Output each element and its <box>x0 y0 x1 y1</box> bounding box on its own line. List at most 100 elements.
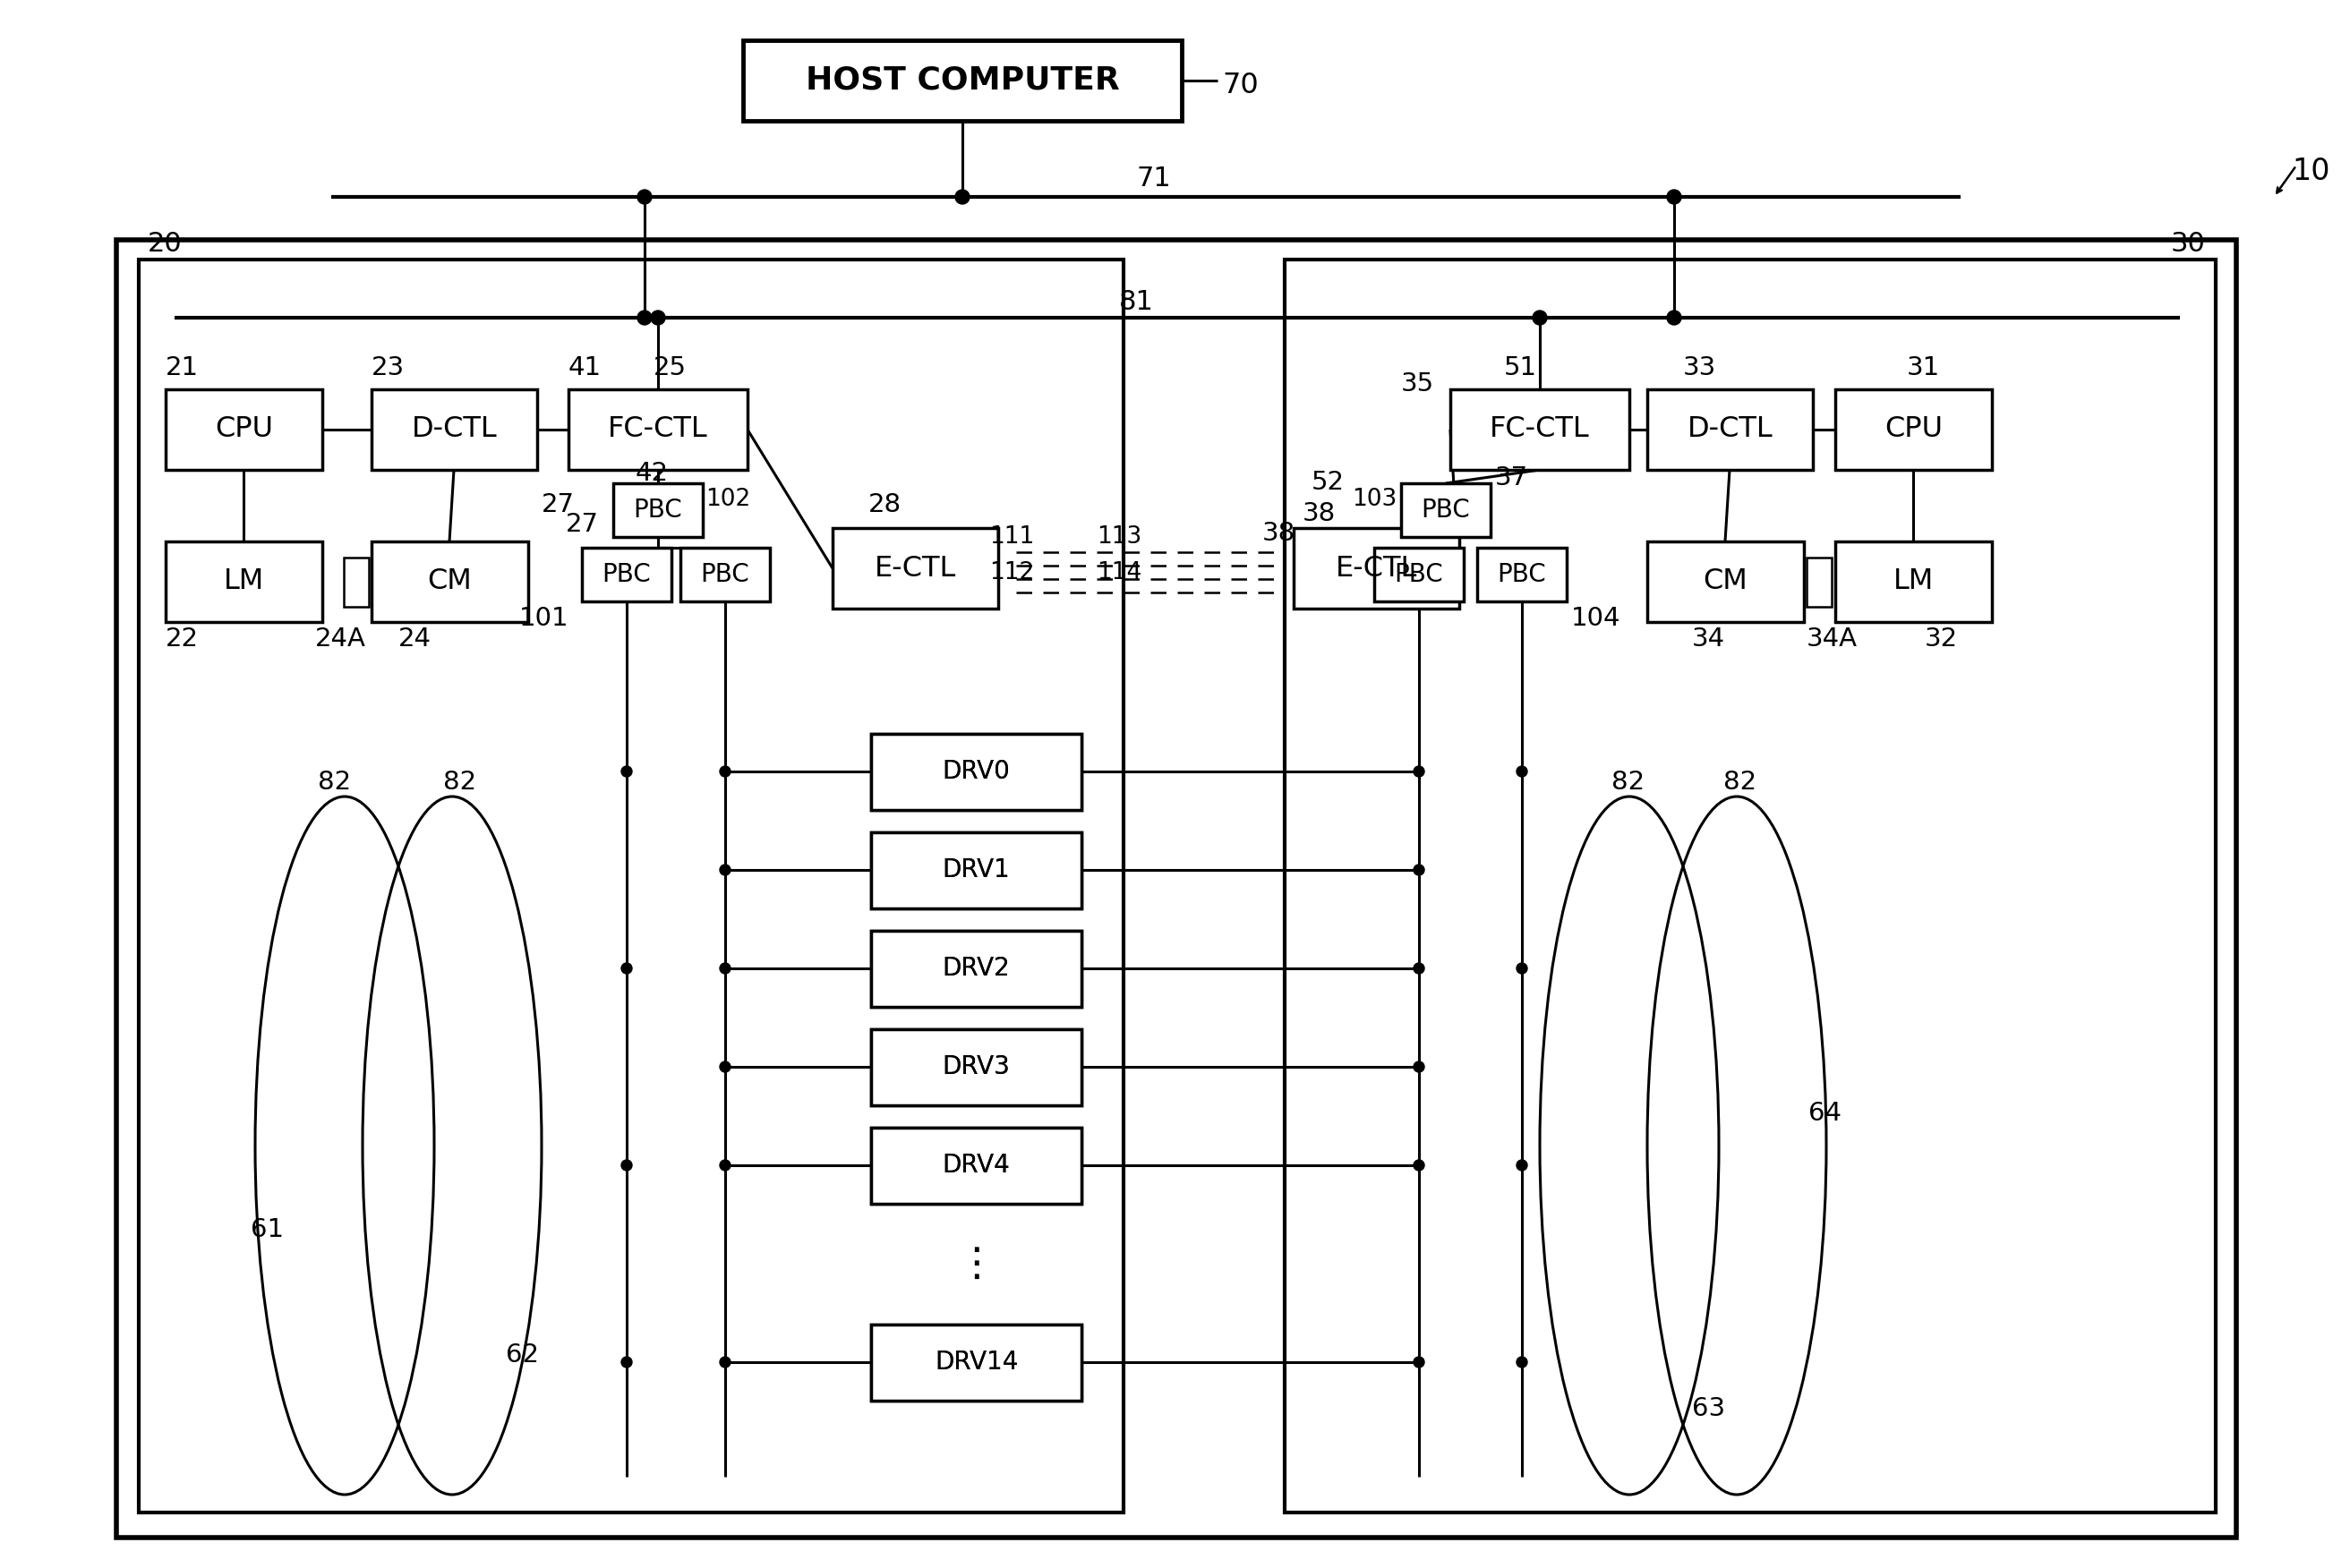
Circle shape <box>1516 963 1528 974</box>
Text: 114: 114 <box>1097 561 1142 585</box>
Bar <box>872 1325 1081 1400</box>
Text: 81: 81 <box>1119 289 1154 315</box>
Text: PBC: PBC <box>1394 561 1443 586</box>
Text: 52: 52 <box>1311 470 1344 495</box>
Text: CPU: CPU <box>214 416 273 444</box>
Text: 33: 33 <box>1683 356 1716 381</box>
Text: DRV3: DRV3 <box>942 1055 1010 1080</box>
Circle shape <box>637 310 651 325</box>
Circle shape <box>719 963 731 974</box>
Circle shape <box>1516 1356 1528 1367</box>
Bar <box>1450 389 1629 470</box>
Text: 30: 30 <box>2171 230 2207 257</box>
Circle shape <box>1415 1356 1424 1367</box>
Bar <box>1647 389 1812 470</box>
Text: DRV0: DRV0 <box>942 759 1010 784</box>
Text: DRV2: DRV2 <box>942 956 1010 982</box>
Text: PBC: PBC <box>1497 561 1546 586</box>
Text: 61: 61 <box>251 1217 284 1242</box>
Bar <box>1835 389 1993 470</box>
Circle shape <box>1415 1160 1424 1171</box>
Bar <box>872 1325 1081 1400</box>
Text: FC-CTL: FC-CTL <box>609 416 707 444</box>
Text: PBC: PBC <box>602 561 651 586</box>
Text: PBC: PBC <box>700 561 750 586</box>
Text: 10: 10 <box>2291 157 2329 187</box>
Circle shape <box>719 864 731 875</box>
Bar <box>583 547 672 602</box>
Text: 102: 102 <box>705 488 750 511</box>
Text: 20: 20 <box>148 230 183 257</box>
Text: 24A: 24A <box>315 627 367 652</box>
Bar <box>872 1029 1081 1105</box>
Bar <box>1478 547 1567 602</box>
Text: 31: 31 <box>1906 356 1941 381</box>
Bar <box>613 483 703 536</box>
Text: LM: LM <box>223 568 263 596</box>
Text: CM: CM <box>1704 568 1748 596</box>
Bar <box>872 931 1081 1007</box>
Text: E-CTL: E-CTL <box>1335 555 1417 582</box>
Text: 38: 38 <box>1302 502 1335 527</box>
Text: 70: 70 <box>1222 71 1260 99</box>
Bar <box>343 558 369 607</box>
Bar <box>872 734 1081 811</box>
Text: DRV4: DRV4 <box>942 1152 1010 1178</box>
Bar <box>1285 318 1638 615</box>
Bar <box>872 1127 1081 1204</box>
Bar <box>832 528 999 608</box>
Circle shape <box>719 1356 731 1367</box>
Text: 104: 104 <box>1572 605 1621 630</box>
Bar <box>1375 547 1464 602</box>
Text: DRV0: DRV0 <box>942 759 1010 784</box>
Text: 22: 22 <box>165 627 200 652</box>
Circle shape <box>1666 190 1680 204</box>
Bar <box>165 389 322 470</box>
Circle shape <box>1516 1160 1528 1171</box>
Bar <box>569 389 747 470</box>
Circle shape <box>719 1160 731 1171</box>
Circle shape <box>1415 864 1424 875</box>
Text: 27: 27 <box>540 492 576 517</box>
Bar <box>139 260 1123 1513</box>
Text: 82: 82 <box>1723 770 1755 795</box>
Text: 35: 35 <box>1401 372 1434 397</box>
Bar <box>853 717 1100 1419</box>
Text: 82: 82 <box>444 770 477 795</box>
Text: HOST COMPUTER: HOST COMPUTER <box>806 66 1119 96</box>
Circle shape <box>1516 767 1528 776</box>
Bar <box>559 318 1008 615</box>
Bar <box>872 734 1081 811</box>
Bar <box>1647 541 1805 622</box>
Circle shape <box>637 190 651 204</box>
Bar <box>371 389 538 470</box>
Bar <box>872 833 1081 908</box>
Text: DRV14: DRV14 <box>935 1350 1018 1375</box>
Text: 62: 62 <box>505 1342 538 1367</box>
Bar <box>872 931 1081 1007</box>
Circle shape <box>719 767 731 776</box>
Circle shape <box>620 1356 632 1367</box>
Bar <box>1293 528 1459 608</box>
Circle shape <box>620 963 632 974</box>
Text: 27: 27 <box>566 511 599 536</box>
Circle shape <box>1415 1062 1424 1073</box>
Text: 32: 32 <box>1925 627 1958 652</box>
Text: 112: 112 <box>989 561 1034 585</box>
Bar <box>872 833 1081 908</box>
Text: 24: 24 <box>400 627 432 652</box>
Circle shape <box>719 1062 731 1073</box>
Bar <box>1401 483 1490 536</box>
Text: LM: LM <box>1894 568 1934 596</box>
Text: 28: 28 <box>870 492 902 517</box>
Circle shape <box>1415 963 1424 974</box>
Bar <box>682 547 771 602</box>
Text: FC-CTL: FC-CTL <box>1490 416 1589 444</box>
Bar <box>872 1127 1081 1204</box>
Text: 37: 37 <box>1495 466 1528 491</box>
Text: 34: 34 <box>1692 627 1725 652</box>
Circle shape <box>1532 310 1546 325</box>
Text: PBC: PBC <box>1422 497 1471 522</box>
Text: ⋮: ⋮ <box>956 1245 996 1283</box>
Text: ⋮: ⋮ <box>956 1245 996 1283</box>
